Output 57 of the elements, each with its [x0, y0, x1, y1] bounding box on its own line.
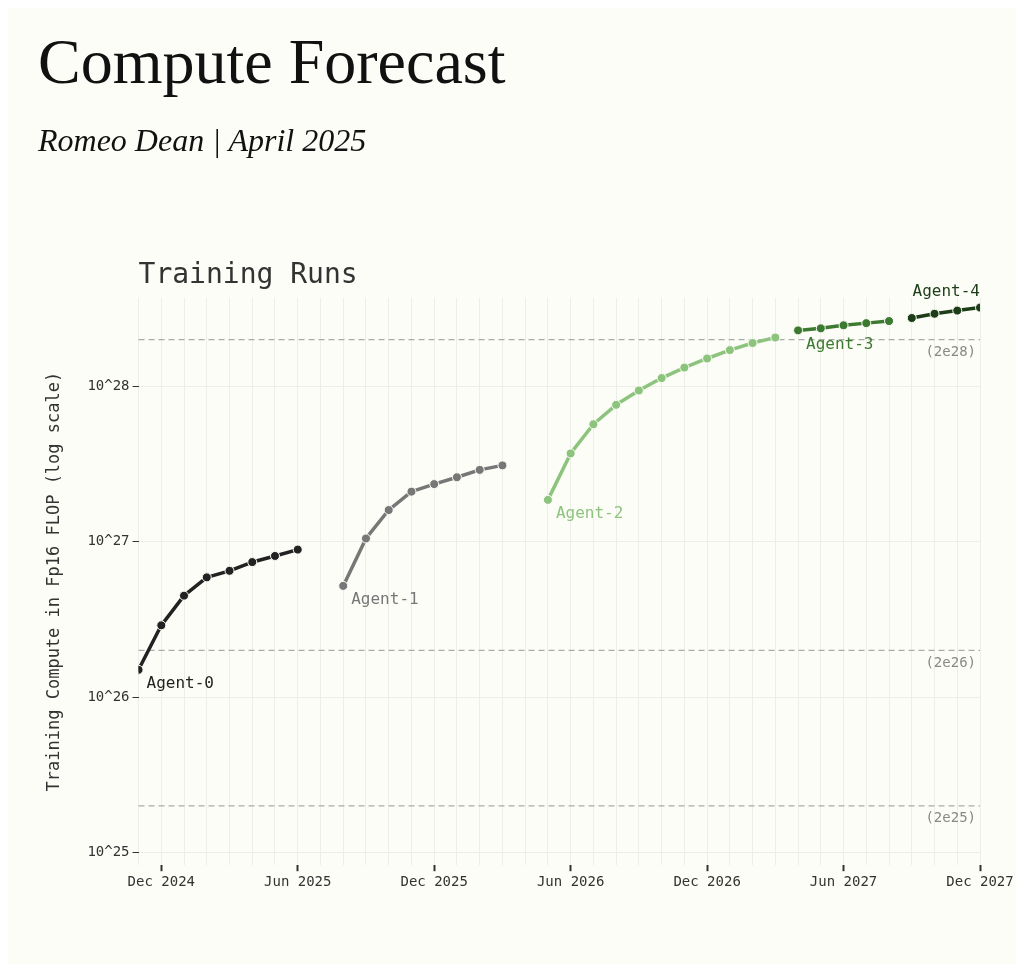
ref-line-label: (2e28): [925, 343, 976, 360]
point: [929, 308, 940, 319]
y-tick-label: 10^25: [87, 843, 130, 860]
chart-title: Compute Forecast: [38, 26, 507, 98]
x-tick-label: Dec 2024: [127, 873, 195, 890]
point: [179, 590, 190, 601]
point: [611, 399, 622, 410]
point: [270, 550, 280, 561]
point: [588, 419, 599, 430]
y-axis-title: Training Compute in Fp16 FLOP (log scale): [42, 371, 63, 792]
point: [884, 316, 895, 327]
point: [406, 486, 417, 497]
point: [292, 544, 303, 555]
point: [633, 385, 644, 396]
point: [679, 362, 690, 373]
point: [542, 494, 553, 505]
point: [702, 353, 713, 364]
point: [815, 323, 826, 334]
y-tick-label: 10^27: [87, 532, 130, 549]
series-label: Agent-4: [912, 280, 980, 300]
point: [474, 464, 485, 475]
ref-line-label: (2e25): [925, 809, 976, 826]
series-label: Agent-3: [806, 333, 874, 353]
point: [793, 325, 804, 336]
point: [770, 332, 781, 343]
point: [429, 479, 440, 490]
point: [952, 305, 963, 316]
point: [724, 345, 735, 356]
point: [861, 318, 872, 329]
x-tick-label: Jun 2025: [264, 873, 332, 890]
y-tick-label: 10^28: [87, 376, 130, 393]
x-tick-label: Jun 2027: [809, 873, 878, 890]
point: [201, 572, 212, 583]
point: [565, 448, 576, 459]
point: [497, 460, 508, 471]
point: [451, 472, 462, 483]
point: [838, 320, 849, 331]
point: [247, 557, 258, 568]
point: [747, 337, 758, 348]
point: [224, 565, 235, 576]
chart-subtitle: Romeo Dean | April 2025: [38, 122, 368, 159]
y-tick-label: 10^26: [87, 687, 130, 704]
point: [383, 505, 394, 516]
x-tick-label: Jun 2026: [536, 873, 605, 890]
x-tick-label: Dec 2025: [400, 873, 468, 890]
text: Training Runs: [138, 257, 358, 291]
point: [906, 313, 917, 324]
x-tick-label: Dec 2027: [946, 873, 1014, 890]
series-label: Agent-2: [555, 503, 624, 523]
point: [360, 533, 371, 544]
point: [156, 620, 167, 631]
point: [656, 373, 667, 384]
series-label: Agent-0: [146, 672, 214, 692]
ref-line-label: (2e26): [925, 654, 976, 671]
series-label: Agent-1: [351, 589, 419, 609]
point: [338, 580, 349, 591]
x-tick-label: Dec 2026: [673, 873, 741, 890]
